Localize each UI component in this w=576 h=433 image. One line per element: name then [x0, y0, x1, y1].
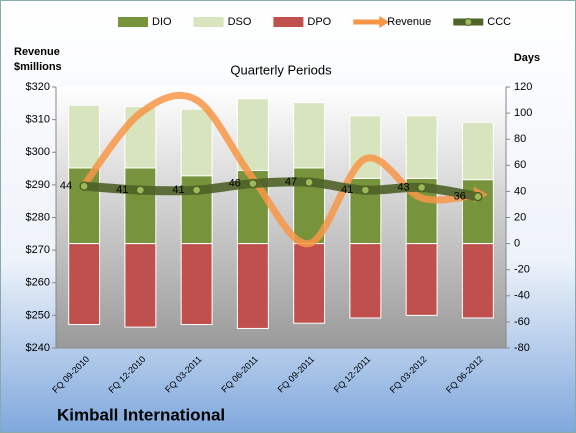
- data-label: 36: [454, 191, 466, 203]
- bar: [124, 243, 157, 328]
- bar: [68, 104, 101, 169]
- data-label: 44: [60, 180, 72, 192]
- legend-arrow: [379, 16, 390, 28]
- legend-label: DIO: [152, 16, 172, 28]
- y2-axis-label: Days: [514, 52, 540, 64]
- legend-marker: [464, 18, 473, 26]
- point: [135, 185, 146, 195]
- legend-label: Revenue: [387, 16, 431, 28]
- y-axis-label: Revenue $millions: [14, 46, 62, 73]
- legend-swatch: [273, 17, 304, 27]
- bar: [293, 102, 326, 169]
- bar: [124, 167, 157, 245]
- y2-tick-label: 120: [514, 81, 532, 93]
- point: [360, 185, 371, 195]
- y2-tick-label: -80: [514, 342, 530, 354]
- y2-tick-label: 0: [514, 238, 520, 250]
- bar: [236, 243, 269, 329]
- bar: [349, 243, 382, 319]
- legend-label: CCC: [487, 16, 511, 28]
- legend-swatch: [118, 17, 148, 27]
- point: [79, 181, 89, 191]
- y2-tick-label: -60: [514, 316, 530, 328]
- point: [191, 185, 202, 195]
- y-tick-label: $240: [26, 342, 50, 354]
- y-tick-label: $270: [26, 244, 50, 256]
- legend-swatch: [193, 17, 224, 27]
- data-label: 43: [397, 181, 409, 193]
- bar: [461, 121, 494, 181]
- y2-tick-label: 80: [514, 133, 526, 145]
- footer: Kimball International: [57, 405, 225, 424]
- point: [416, 182, 427, 193]
- chart-title: Quarterly Periods: [230, 62, 332, 77]
- data-label: 46: [229, 177, 241, 189]
- bar: [405, 243, 438, 316]
- point: [473, 191, 483, 202]
- y-tick-label: $260: [26, 277, 50, 289]
- y-tick-label: $290: [26, 179, 50, 191]
- legend-label: DSO: [228, 16, 252, 28]
- y2-tick-label: 40: [514, 185, 526, 197]
- bar: [236, 98, 269, 172]
- y-tick-label: $280: [26, 211, 50, 223]
- y-tick-label: $320: [26, 81, 50, 93]
- y2-tick-label: -20: [514, 264, 530, 276]
- legend-label: DPO: [307, 16, 331, 28]
- point: [248, 178, 258, 189]
- bar: [180, 108, 213, 177]
- y2-tick-label: -40: [514, 290, 530, 302]
- bar: [293, 243, 326, 324]
- y2-tick-label: 100: [514, 107, 532, 119]
- data-label: 41: [172, 184, 184, 196]
- data-label: 41: [116, 184, 128, 196]
- y-tick-label: $250: [26, 309, 50, 321]
- bar: [461, 243, 494, 319]
- y2-tick-label: 20: [514, 211, 526, 223]
- y-tick-label: $310: [26, 114, 50, 126]
- y-tick-label: $300: [26, 146, 50, 158]
- data-label: 47: [285, 176, 297, 188]
- data-label: 41: [341, 184, 353, 196]
- bar: [68, 243, 101, 326]
- y2-tick-label: 60: [514, 159, 526, 171]
- point: [304, 177, 314, 188]
- bar: [405, 115, 438, 179]
- bar: [180, 243, 213, 326]
